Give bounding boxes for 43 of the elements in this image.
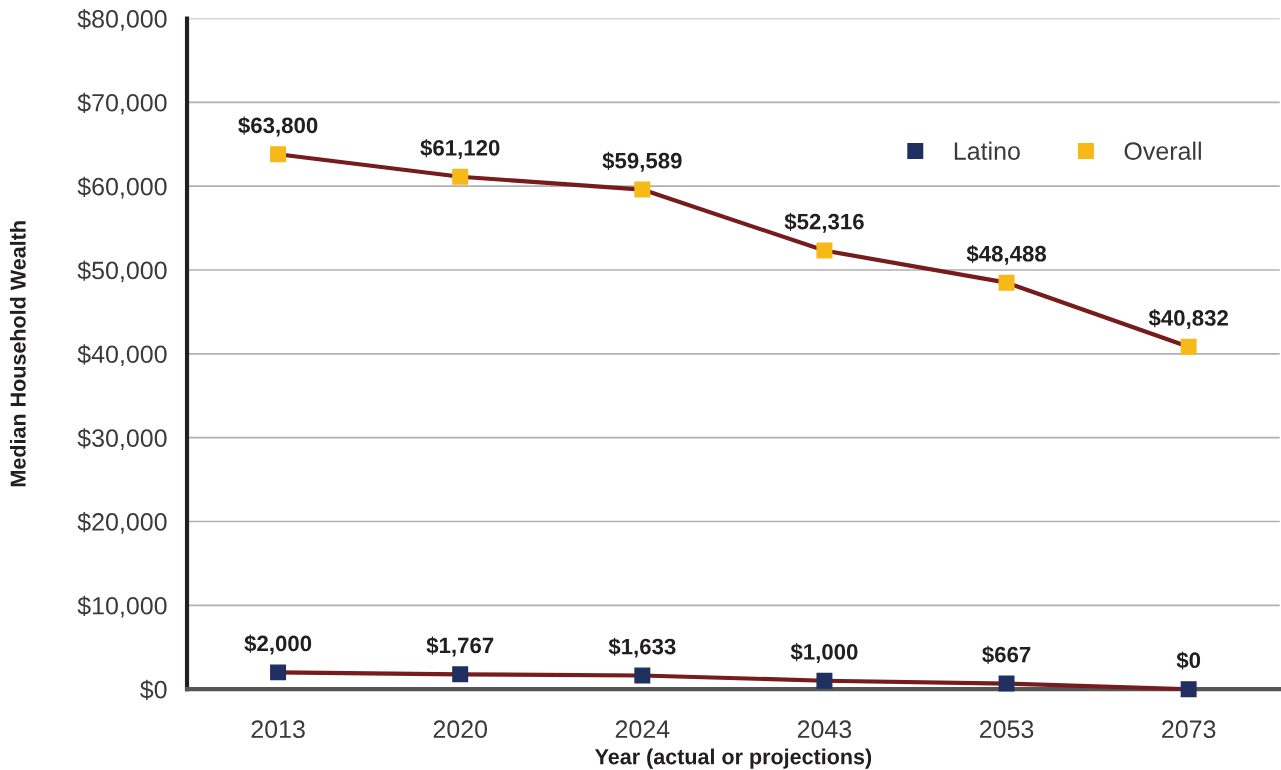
point	[816, 672, 833, 689]
point	[998, 675, 1015, 692]
point	[816, 242, 833, 259]
x-tick-label: 2013	[251, 720, 305, 739]
point	[1180, 681, 1197, 698]
y-tick-label: $80,000	[77, 9, 167, 31]
point	[634, 667, 651, 684]
legend-label: Overall	[1124, 141, 1201, 160]
point	[270, 664, 287, 681]
x-tick-label: 2043	[797, 720, 852, 739]
x-tick-label: 2053	[980, 720, 1034, 739]
y-tick-label: $10,000	[77, 595, 167, 618]
x-axis-title: Year (actual or projections)	[594, 748, 872, 769]
data-label: $63,800	[238, 116, 318, 137]
data-label: $1,767	[426, 636, 494, 657]
y-tick-label: $60,000	[77, 176, 167, 199]
data-label: $61,120	[420, 138, 500, 159]
y-tick-label: $70,000	[77, 92, 167, 115]
legend-label: Latino	[954, 141, 1020, 160]
data-label: $1,000	[790, 643, 858, 663]
point	[634, 181, 651, 198]
data-label: $1,633	[608, 637, 676, 658]
y-tick-label: $20,000	[77, 512, 167, 534]
data-label: $0	[1176, 651, 1201, 670]
point	[270, 146, 287, 163]
data-label: $48,488	[966, 244, 1047, 265]
point	[452, 168, 469, 185]
data-label: $59,589	[602, 151, 682, 172]
y-tick-label: $40,000	[77, 344, 167, 367]
point	[998, 274, 1015, 291]
y-tick-label: $0	[140, 679, 167, 700]
x-tick-label: 2073	[1162, 720, 1216, 739]
point	[452, 666, 469, 683]
x-tick-label: 2024	[615, 720, 670, 739]
y-axis-title: Median Household Wealth	[9, 221, 26, 487]
data-label: $52,316	[784, 212, 864, 233]
data-label: $2,000	[244, 634, 312, 655]
point	[1180, 338, 1197, 355]
x-tick-label: 2020	[433, 720, 488, 739]
y-tick-label: $50,000	[77, 260, 167, 283]
data-label: $40,832	[1148, 309, 1228, 329]
data-label: $667	[982, 645, 1031, 664]
y-tick-label: $30,000	[77, 428, 167, 450]
